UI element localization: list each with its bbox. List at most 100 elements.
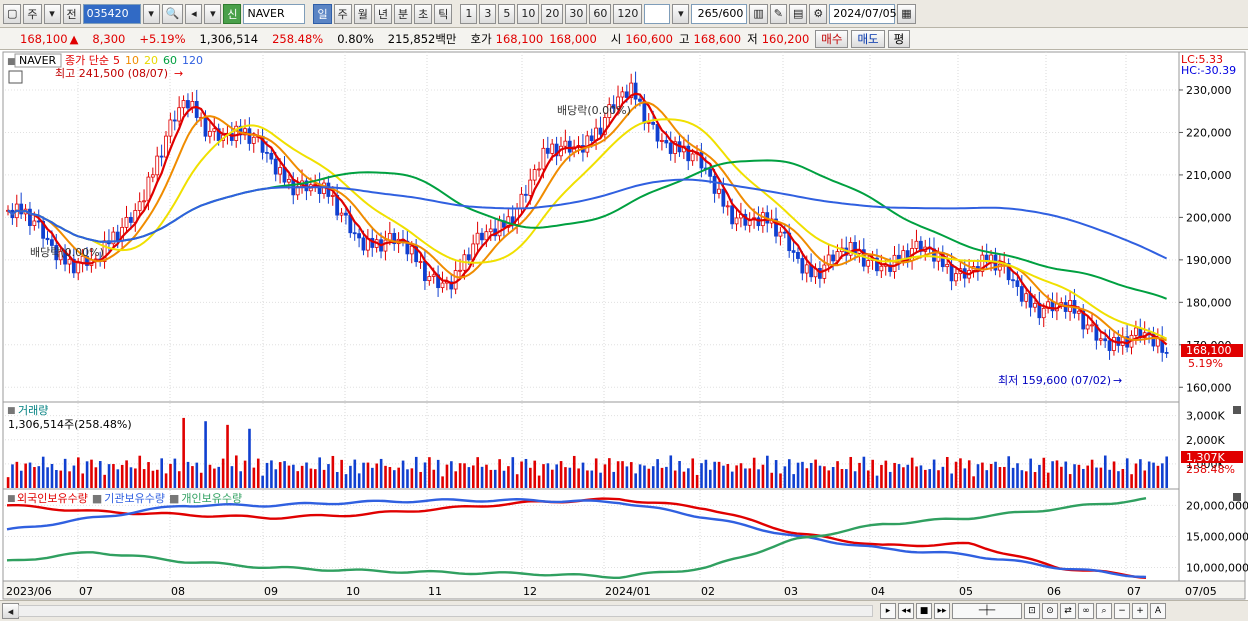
x-tick-label: 07 [79,585,93,598]
volume-bar [393,470,396,488]
play-forward-icon[interactable]: ▸ [880,603,896,619]
x-tick-label: 2024/01 [605,585,651,598]
x-axis-labels: 2023/06 07 08 09 10 11 12 2024/01 02 03 04 05 06 07 [6,585,1141,598]
volume-bar [243,460,247,488]
volume-bar [515,474,519,488]
prev-button[interactable]: 전 [62,3,81,24]
code-dropdown-icon[interactable]: ▾ [142,3,160,24]
period-tick[interactable]: 틱 [434,3,453,24]
compare-icon[interactable]: ⊙ [1042,603,1058,619]
period-minute[interactable]: 분 [393,3,413,24]
zoom-out-icon[interactable]: − [1114,603,1130,619]
ma-label-text: 종가 단순 [65,54,109,67]
candle-body [155,155,160,176]
period-day[interactable]: 일 [313,3,332,24]
holding-close-icon[interactable] [1233,493,1241,501]
interval-10[interactable]: 10 [517,3,540,24]
volume-bar [50,463,54,488]
volume-bar [81,473,85,488]
ma120-line [7,178,1168,260]
interval-60[interactable]: 60 [589,3,612,24]
stop-icon[interactable]: ■ [916,603,932,619]
candle-body [633,82,638,100]
code-input[interactable]: 035420 [82,3,141,24]
volume-bar [967,460,971,488]
buy-button[interactable]: 매수 [815,29,849,48]
dropdown-icon[interactable]: ▾ [43,3,61,24]
sound-dropdown-icon[interactable]: ▾ [204,3,222,24]
volume-bar [511,457,515,488]
count-max: /600 [718,7,744,20]
volume-ratio: 258.48% [272,31,324,46]
zoom-fit-icon[interactable]: ⊡ [1024,603,1040,619]
chart-type-icon[interactable]: ▥ [749,3,768,24]
volume-bar [1003,466,1006,488]
period-month[interactable]: 월 [353,3,372,24]
sound-icon[interactable]: ◂ [185,3,203,24]
save-icon[interactable]: ▤ [788,3,808,24]
volume-bar [853,471,857,488]
interval-label: 10 [521,7,536,20]
candle-body [743,213,748,226]
period-week[interactable]: 주 [333,3,352,24]
period-second[interactable]: 초 [414,3,433,24]
volume-bar [937,470,940,488]
rewind-icon[interactable]: ◂◂ [898,603,914,619]
fast-forward-icon[interactable]: ▸▸ [934,603,950,619]
scroll-left-icon[interactable]: ◂ [2,603,19,619]
draw-tool-icon[interactable]: ✎ [769,3,787,24]
type-select[interactable]: 주 [23,3,42,24]
candle-body [638,98,642,102]
gear-icon[interactable]: ⚙ [809,3,828,24]
candle-body [1081,310,1086,330]
new-badge[interactable]: 신 [223,3,242,24]
candle-body [488,228,493,233]
period-year[interactable]: 년 [373,3,392,24]
count-input[interactable]: 265/600 [691,3,748,24]
volume-bar [314,469,317,488]
turnover: 0.80% [337,31,374,46]
candle-body [67,258,72,265]
volume-bar [941,466,945,488]
zoom-slider[interactable]: ─┼─ [952,603,1022,619]
search-icon[interactable]: 🔍 [161,3,184,24]
zoom-in-icon[interactable]: + [1132,603,1148,619]
link-icon[interactable]: ∞ [1078,603,1094,619]
volume-bar [305,462,308,488]
candle-body [1006,263,1011,281]
individual-legend: 개인보유수량 [181,492,242,505]
eval-button[interactable]: 평 [887,29,911,48]
custom-interval-input[interactable] [644,3,671,24]
interval-1[interactable]: 1 [460,3,478,24]
stock-name-field[interactable]: NAVER [243,3,306,24]
sell-button[interactable]: 매도 [851,29,885,48]
calendar-icon[interactable]: ▦ [897,3,916,24]
font-size-icon[interactable]: A [1150,603,1166,619]
chart-area[interactable]: NAVER ■ 종가 단순 5 10 20 60 120 최고 241,500 (08/0… [0,50,1248,600]
interval-3[interactable]: 3 [479,3,497,24]
date-input[interactable]: 2024/07/05 [829,3,897,24]
volume-bar [28,462,32,488]
volume-close-icon[interactable] [1233,406,1241,414]
scrollbar[interactable] [18,605,873,617]
interval-30[interactable]: 30 [565,3,588,24]
interval-dropdown-icon[interactable]: ▾ [672,3,690,24]
grid-toggle-icon[interactable] [8,70,23,84]
volume-bar [164,473,168,488]
interval-label: 5 [503,7,511,20]
volume-bar [1165,456,1169,488]
ma60-label: 60 [163,54,177,67]
max-arrow-icon: → [174,67,183,80]
interval-20[interactable]: 20 [541,3,564,24]
interval-5[interactable]: 5 [498,3,516,24]
volume-bar [467,467,471,488]
split-icon[interactable]: ⇄ [1060,603,1076,619]
volume-bar [204,421,207,488]
volume-bar [1099,467,1103,488]
candle-body [914,240,919,249]
volume-note: 1,306,514주(258.48%) [8,418,132,431]
window-icon[interactable]: ▢ [3,3,22,24]
interval-120[interactable]: 120 [613,3,643,24]
volume-bar [875,475,879,488]
search-icon[interactable]: ⌕ [1096,603,1112,619]
